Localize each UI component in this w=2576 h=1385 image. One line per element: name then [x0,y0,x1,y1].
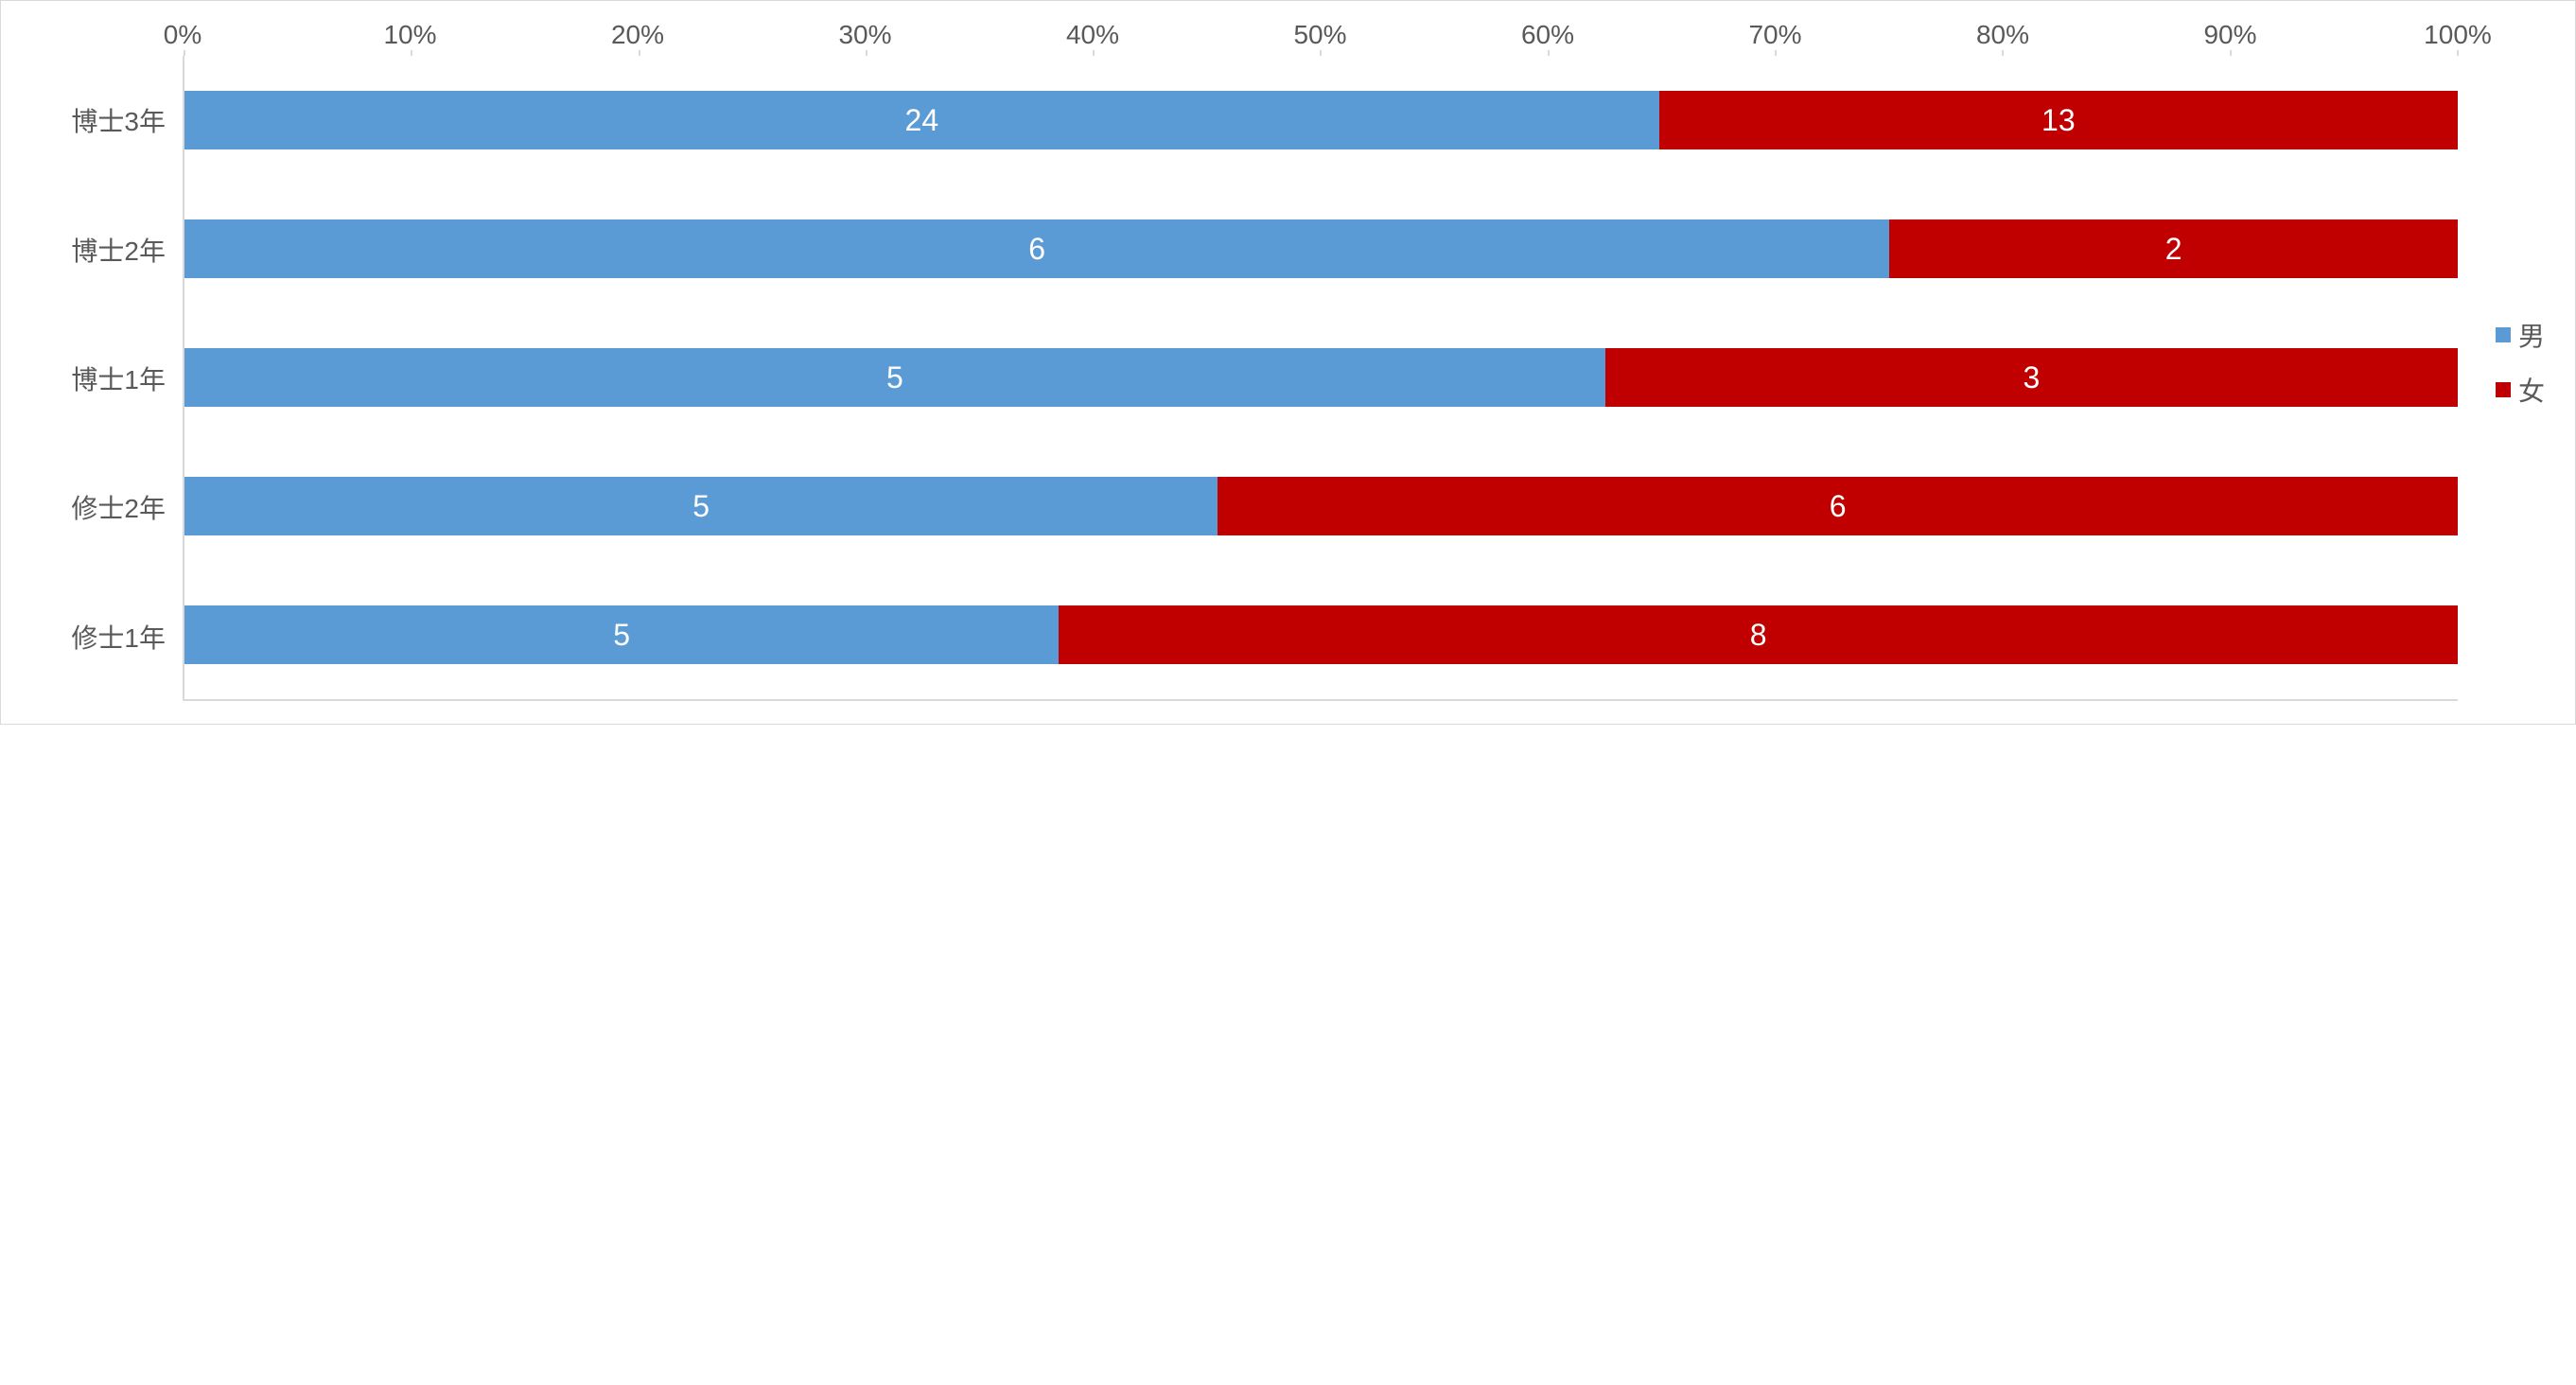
y-category-label: 修士2年 [31,443,183,571]
x-tick-label: 0% [164,20,202,50]
x-tick-label: 30% [838,20,891,50]
legend-item: 女 [2496,371,2545,409]
bar-slot: 56 [184,442,2458,570]
bar-slot: 62 [184,184,2458,313]
x-tick-label: 90% [2203,20,2256,50]
x-tick-mark [2002,50,2004,56]
legend-label: 女 [2518,371,2545,409]
plot-row: 博士3年博士2年博士1年修士2年修士1年 241362535658 [31,56,2458,701]
plot-area: 241362535658 [183,56,2458,701]
y-category-label: 博士1年 [31,314,183,443]
y-category-label: 博士3年 [31,56,183,184]
stacked-bar: 56 [184,477,2458,535]
x-axis-scale: 0%10%20%30%40%50%60%70%80%90%100% [183,24,2458,50]
x-tick-label: 50% [1293,20,1346,50]
stacked-bar: 58 [184,605,2458,663]
bar-segment-女: 2 [1889,219,2458,277]
chart-container: 0%10%20%30%40%50%60%70%80%90%100% 博士3年博士… [0,0,2576,725]
bars-layer: 241362535658 [184,56,2458,699]
chart-main: 0%10%20%30%40%50%60%70%80%90%100% 博士3年博士… [31,24,2458,701]
x-tick-mark [866,50,867,56]
y-category-label: 博士2年 [31,184,183,313]
stacked-bar: 53 [184,348,2458,406]
legend-swatch [2496,382,2511,397]
x-tick-mark [1775,50,1777,56]
x-tick-mark [2457,50,2459,56]
x-tick-label: 100% [2424,20,2492,50]
x-tick-label: 40% [1066,20,1119,50]
x-tick-mark [1093,50,1095,56]
legend: 男女 [2496,316,2545,409]
bar-slot: 58 [184,570,2458,699]
legend-label: 男 [2518,316,2545,354]
bar-segment-男: 5 [184,605,1059,663]
legend-swatch [2496,327,2511,342]
bar-segment-女: 8 [1059,605,2458,663]
stacked-bar: 2413 [184,91,2458,149]
legend-item: 男 [2496,316,2545,354]
x-tick-label: 10% [383,20,436,50]
bar-segment-女: 13 [1659,91,2458,149]
x-axis-row: 0%10%20%30%40%50%60%70%80%90%100% [31,24,2458,50]
x-tick-mark [2230,50,2232,56]
x-tick-mark [639,50,640,56]
x-tick-mark [411,50,412,56]
bar-segment-男: 5 [184,477,1218,535]
y-category-label: 修士1年 [31,572,183,701]
y-axis-labels: 博士3年博士2年博士1年修士2年修士1年 [31,56,183,701]
stacked-bar: 62 [184,219,2458,277]
bar-segment-男: 24 [184,91,1659,149]
bar-slot: 2413 [184,56,2458,184]
x-tick-mark [1548,50,1550,56]
x-tick-label: 60% [1521,20,1574,50]
x-tick-label: 70% [1748,20,1801,50]
bar-segment-男: 6 [184,219,1889,277]
bar-segment-女: 3 [1605,348,2458,406]
bar-segment-男: 5 [184,348,1605,406]
bar-segment-女: 6 [1218,477,2458,535]
x-tick-mark [1320,50,1322,56]
x-tick-label: 80% [1976,20,2029,50]
x-tick-mark [184,50,185,56]
x-tick-label: 20% [611,20,664,50]
bar-slot: 53 [184,313,2458,442]
